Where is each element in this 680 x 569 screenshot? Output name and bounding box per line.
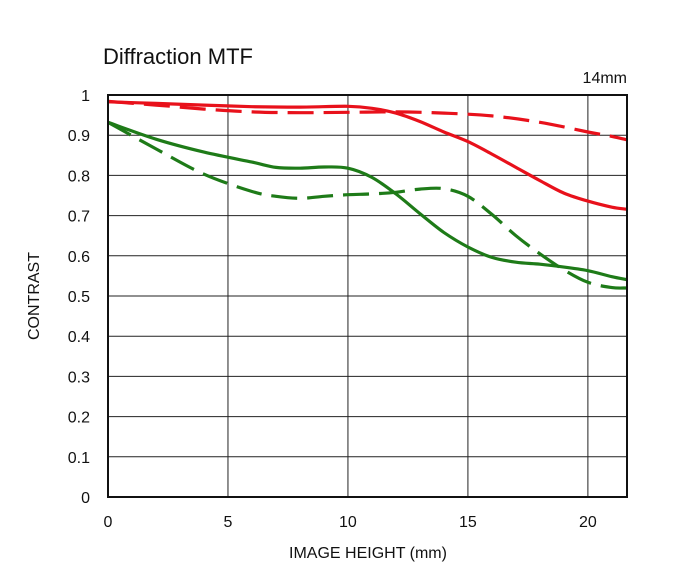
y-tick-label: 1 xyxy=(81,88,90,105)
x-tick-label: 5 xyxy=(224,514,233,531)
y-tick-label: 0.7 xyxy=(68,209,90,226)
y-tick-label: 0.3 xyxy=(68,369,90,386)
y-tick-label: 0.6 xyxy=(68,249,90,266)
y-tick-label: 0.2 xyxy=(68,410,90,427)
series-lines xyxy=(107,99,627,290)
x-axis-label: IMAGE HEIGHT (mm) xyxy=(289,545,447,562)
x-tick-label: 15 xyxy=(459,514,477,531)
x-tick-label: 0 xyxy=(104,514,113,531)
y-tick-label: 0.9 xyxy=(68,128,90,145)
series-line-1 xyxy=(107,100,627,211)
x-tick-label: 20 xyxy=(579,514,597,531)
y-axis-ticks: 0 0.1 0.2 0.3 0.4 0.5 0.6 0.7 0.8 0.9 1 xyxy=(68,88,90,507)
plot-frame xyxy=(107,94,628,498)
grid xyxy=(108,95,627,497)
x-tick-label: 10 xyxy=(339,514,357,531)
y-tick-label: 0.1 xyxy=(68,450,90,467)
y-tick-label: 0 xyxy=(81,490,90,507)
series-line-4 xyxy=(107,120,627,290)
y-axis-label: CONTRAST xyxy=(26,252,43,340)
y-tick-label: 0.5 xyxy=(68,289,90,306)
y-tick-label: 0.4 xyxy=(68,329,90,346)
series-line-2 xyxy=(107,99,627,142)
series-line-3 xyxy=(107,120,627,282)
focal-length-annotation: 14mm xyxy=(583,70,627,87)
chart-title: Diffraction MTF xyxy=(103,44,253,69)
y-tick-label: 0.8 xyxy=(68,168,90,185)
x-axis-ticks: 0 5 10 15 20 xyxy=(104,514,597,531)
